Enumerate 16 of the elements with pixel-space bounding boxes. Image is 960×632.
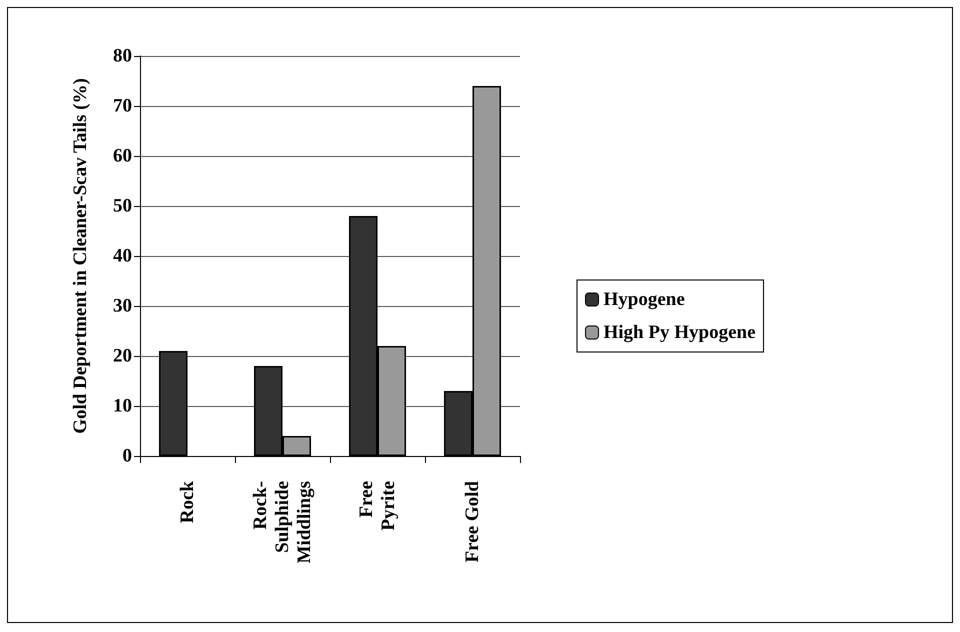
x-tick-label: Free Gold (462, 480, 483, 562)
y-tick-label: 10 (113, 396, 132, 416)
y-tick-label: 80 (113, 46, 132, 66)
y-axis-title: Gold Deportment in Cleaner-Scav Tails (%) (70, 78, 91, 434)
y-tick-label: 30 (113, 296, 132, 316)
y-tick-label: 20 (113, 346, 132, 366)
y-tick-label: 40 (113, 246, 132, 266)
y-tick-label: 50 (113, 196, 132, 216)
y-tick-label: 60 (113, 146, 132, 166)
y-tick-label: 0 (122, 446, 132, 466)
y-tick-label: 70 (113, 96, 132, 116)
x-tick-label: Rock (177, 480, 198, 524)
legend-label: High Py Hypogene (604, 322, 756, 343)
x-tick-label: Rock- Sulphide Middlings (250, 481, 315, 564)
legend-label: Hypogene (604, 289, 685, 310)
x-tick-label: Free Pyrite (356, 481, 399, 531)
